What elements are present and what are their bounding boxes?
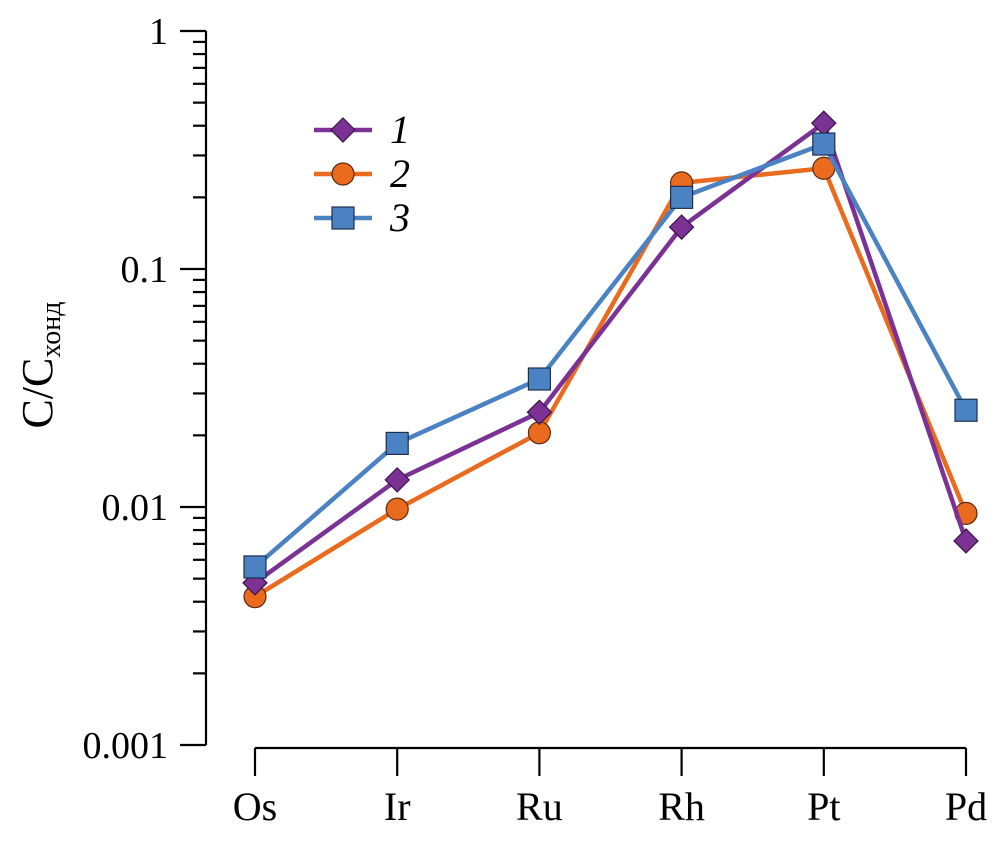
series-1-point (668, 214, 695, 240)
series-1-point (953, 528, 979, 554)
y-tick-label: 0.001 (83, 725, 169, 767)
y-axis-label-subscript: хонд (36, 301, 67, 357)
series-3-point (812, 132, 836, 156)
legend-label: 1 (390, 107, 410, 152)
y-tick-label: 1 (149, 11, 168, 53)
series-3-point (669, 185, 694, 209)
legend-entry-1: 1 (314, 107, 410, 152)
x-tick-label: Pt (807, 784, 840, 829)
series-2-point (385, 497, 409, 521)
series-2-line (253, 166, 969, 599)
y-tick-label: 0.1 (121, 249, 169, 291)
y-axis-label: C/Cхонд (13, 301, 67, 428)
x-tick-label: Ru (516, 784, 563, 829)
series-1-point (384, 467, 411, 493)
legend-marker (331, 206, 355, 230)
series-3-point (385, 431, 409, 456)
series-3-line (253, 141, 968, 569)
y-axis-label-main: C/C (13, 358, 62, 429)
series-1-point (526, 399, 553, 426)
y-tick-label: 0.01 (102, 487, 169, 529)
legend-entry-3: 3 (314, 195, 410, 240)
legend-entry-2: 2 (314, 151, 410, 196)
legend-label: 2 (390, 151, 410, 196)
series-2 (243, 156, 978, 609)
series-3-point (243, 555, 267, 579)
series-3 (243, 132, 978, 579)
legend-marker (330, 117, 356, 143)
legend-label: 3 (389, 195, 410, 240)
series-3-point (527, 367, 552, 391)
x-tick-label: Ir (384, 784, 411, 829)
series-1-line (253, 120, 969, 585)
series-layer (242, 110, 979, 609)
series-3-point (954, 398, 978, 422)
series-1 (242, 110, 979, 596)
axes: 1 0.1 0.01 0.001 Os Ir Ru Rh Pt Pd (83, 11, 988, 829)
legend-marker (331, 162, 355, 186)
x-tick-label: Os (233, 784, 277, 829)
legend: 123 (314, 107, 410, 240)
x-tick-label: Pd (945, 784, 987, 829)
x-tick-label: Rh (658, 784, 705, 829)
